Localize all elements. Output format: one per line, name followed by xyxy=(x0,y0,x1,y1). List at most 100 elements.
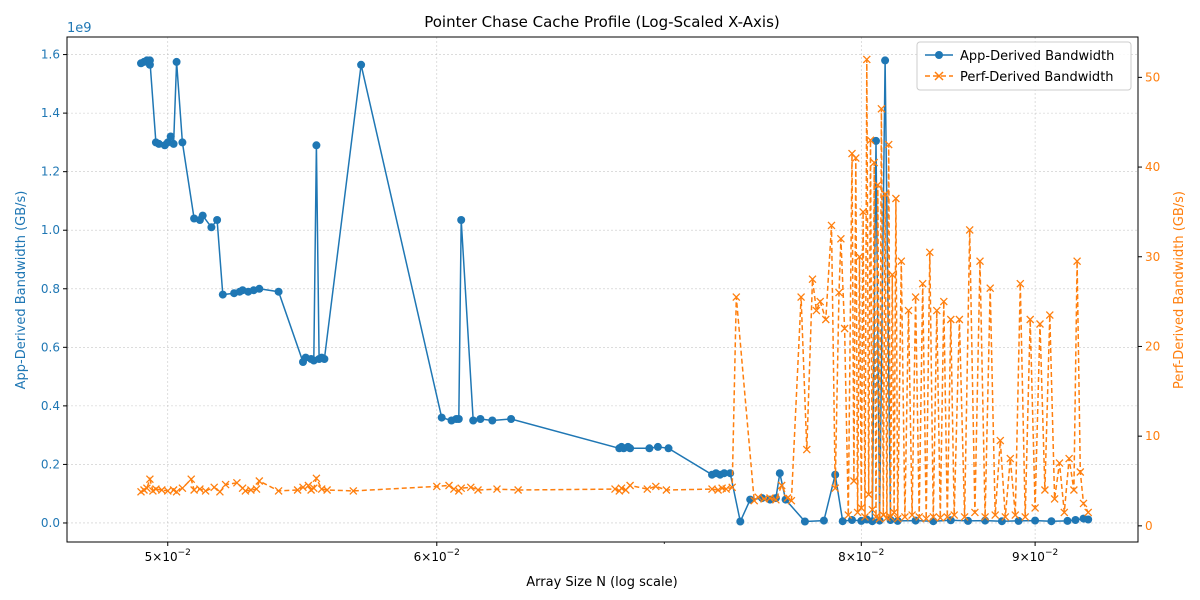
legend-app-marker xyxy=(935,51,943,59)
app-data-point xyxy=(454,415,463,423)
perf-data-point xyxy=(195,485,204,494)
perf-data-point xyxy=(816,297,825,306)
perf-data-point xyxy=(925,248,934,257)
perf-data-point xyxy=(1011,511,1020,520)
perf-data-point xyxy=(960,512,969,521)
perf-data-point xyxy=(708,485,716,494)
perf-data-point xyxy=(252,485,261,494)
perf-data-point xyxy=(915,512,924,521)
app-data-point xyxy=(357,60,366,69)
perf-data-point xyxy=(922,514,931,523)
perf-data-point xyxy=(1040,486,1049,494)
legend-perf-marker xyxy=(934,71,944,81)
app-series-line xyxy=(140,59,1089,524)
x-tick-label: 6×10−2 xyxy=(414,548,460,564)
app-data-point xyxy=(775,469,784,478)
perf-data-point xyxy=(255,477,264,485)
perf-data-point xyxy=(802,445,811,454)
app-data-point xyxy=(255,284,264,293)
perf-data-point xyxy=(787,496,796,505)
app-data-point xyxy=(1031,516,1040,525)
perf-data-point xyxy=(866,136,875,145)
perf-data-point xyxy=(187,475,196,484)
perf-data-point xyxy=(950,511,959,520)
perf-data-point xyxy=(210,483,219,492)
perf-data-point xyxy=(728,483,737,492)
perf-data-point xyxy=(1069,486,1078,494)
chart-title: Pointer Chase Cache Profile (Log-Scaled … xyxy=(424,13,780,31)
perf-data-point xyxy=(722,485,731,494)
perf-data-point xyxy=(626,481,635,490)
app-data-point xyxy=(172,57,181,66)
perf-data-point xyxy=(293,486,302,494)
perf-data-point xyxy=(881,190,890,198)
app-series-layer xyxy=(137,56,1093,526)
perf-data-point xyxy=(873,181,882,189)
perf-data-point xyxy=(857,503,866,512)
perf-data-point xyxy=(1045,311,1054,320)
left-y-tick-label: 0.0 xyxy=(41,516,60,530)
legend: App-Derived Bandwidth Perf-Derived Bandw… xyxy=(916,41,1132,91)
perf-data-point xyxy=(936,513,945,522)
perf-data-point xyxy=(732,293,741,302)
perf-data-point xyxy=(142,484,151,493)
perf-data-point xyxy=(783,494,792,502)
perf-data-point xyxy=(888,270,897,279)
perf-data-point xyxy=(986,284,995,293)
perf-data-point xyxy=(1084,508,1093,517)
app-data-point xyxy=(207,223,216,232)
app-data-point xyxy=(929,517,938,526)
app-data-point xyxy=(800,517,809,526)
perf-data-point xyxy=(445,481,453,490)
app-data-point xyxy=(720,469,729,478)
app-data-point xyxy=(476,415,485,423)
right-y-tick-label: 10 xyxy=(1145,429,1160,443)
perf-data-point xyxy=(797,293,806,302)
perf-data-point xyxy=(474,486,482,494)
perf-data-point xyxy=(981,512,990,521)
app-data-point xyxy=(893,516,902,525)
perf-data-point xyxy=(1021,512,1030,521)
perf-data-point xyxy=(215,487,224,496)
perf-data-point xyxy=(868,505,877,514)
perf-data-point xyxy=(849,477,858,485)
perf-data-point xyxy=(890,508,899,517)
x-tick-label: 8×10−2 xyxy=(838,548,884,564)
perf-data-point xyxy=(1016,279,1025,288)
perf-data-point xyxy=(1065,454,1074,463)
x-axis: 5×10−2 6×10−2 8×10−2 9×10−2 xyxy=(145,542,1058,564)
perf-data-point xyxy=(617,484,626,493)
perf-data-point xyxy=(900,512,909,521)
perf-data-point xyxy=(349,486,358,495)
left-y-tick-label: 0.2 xyxy=(41,457,60,471)
perf-data-point xyxy=(955,315,964,324)
perf-data-point xyxy=(965,225,974,234)
perf-data-point xyxy=(932,306,941,315)
perf-data-point xyxy=(1050,494,1059,503)
perf-data-point xyxy=(777,481,786,490)
left-y-axis: 0.0 0.2 0.4 0.6 0.8 1.0 1.2 1.4 1.6 xyxy=(41,48,67,530)
perf-data-point xyxy=(611,485,619,494)
x-tick-label: 9×10−2 xyxy=(1012,548,1058,564)
perf-data-point xyxy=(891,194,900,203)
perf-data-point xyxy=(312,474,321,483)
perf-data-point xyxy=(851,154,860,163)
perf-data-point xyxy=(943,512,952,521)
right-y-tick-label: 0 xyxy=(1145,519,1153,533)
app-data-point xyxy=(178,138,187,147)
perf-data-point xyxy=(1036,320,1044,328)
perf-data-point xyxy=(864,490,873,499)
perf-data-point xyxy=(812,306,821,315)
app-data-point xyxy=(848,516,856,524)
perf-data-point xyxy=(432,482,441,491)
app-data-point xyxy=(1084,515,1093,524)
perf-data-point xyxy=(309,484,318,493)
app-data-point xyxy=(838,517,847,526)
perf-data-point xyxy=(449,485,458,494)
perf-data-point xyxy=(970,508,979,517)
perf-data-point xyxy=(714,486,723,494)
app-data-point xyxy=(1063,516,1072,525)
perf-data-point xyxy=(466,483,475,492)
perf-data-point xyxy=(1026,315,1035,324)
